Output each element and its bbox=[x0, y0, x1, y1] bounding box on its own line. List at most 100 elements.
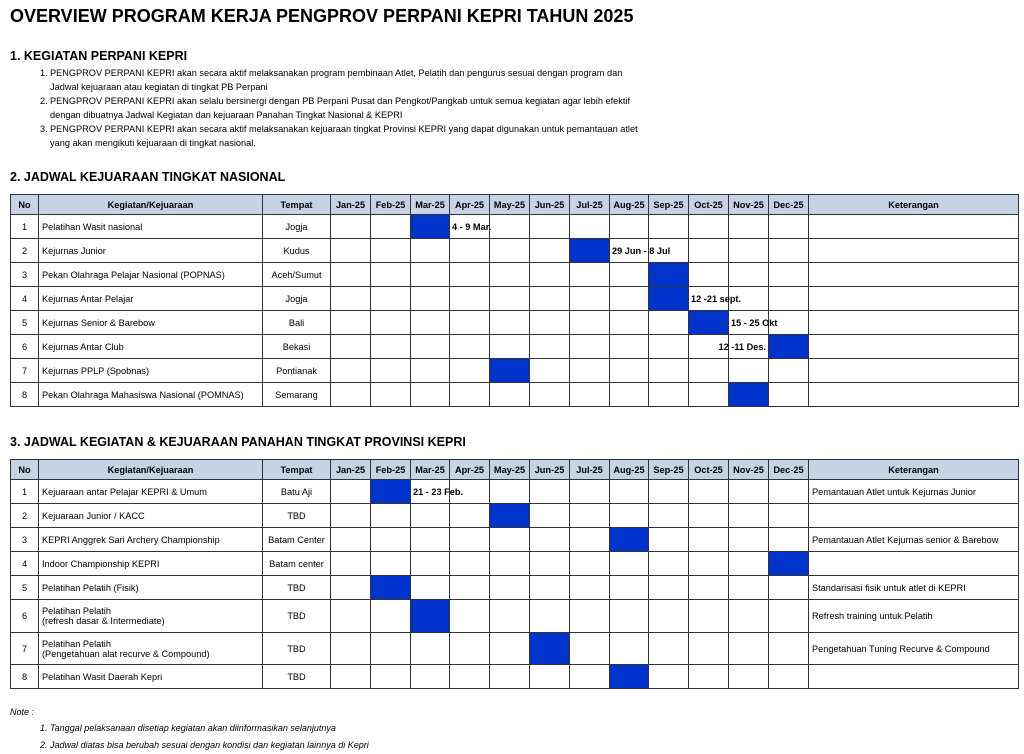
date-label: 12 -11 Des. bbox=[718, 341, 766, 352]
schedule-cell bbox=[370, 479, 411, 504]
month-cell bbox=[609, 599, 649, 633]
month-cell bbox=[330, 527, 371, 552]
month-cell bbox=[529, 310, 570, 335]
month-cell bbox=[648, 503, 689, 528]
month-cell bbox=[609, 262, 649, 287]
month-cell bbox=[768, 310, 809, 335]
list-item: PENGPROV PERPANI KEPRI akan secara aktif… bbox=[40, 122, 638, 148]
month-cell bbox=[648, 382, 689, 407]
month-cell bbox=[330, 551, 371, 576]
column-header: Feb-25 bbox=[370, 194, 411, 215]
activity: Kejurnas Antar Club bbox=[38, 334, 263, 359]
place: Pontianak bbox=[262, 358, 331, 383]
month-cell bbox=[370, 664, 411, 689]
row-number: 3 bbox=[10, 262, 39, 287]
row-number: 6 bbox=[10, 599, 39, 633]
month-cell bbox=[648, 334, 689, 359]
month-cell bbox=[370, 238, 411, 263]
month-cell bbox=[688, 262, 729, 287]
month-cell bbox=[688, 382, 729, 407]
month-cell bbox=[569, 527, 610, 552]
column-header: Tempat bbox=[262, 459, 331, 480]
schedule-cell bbox=[489, 358, 530, 383]
list-item: Tanggal pelaksanaan disetiap kegiatan ak… bbox=[40, 720, 336, 737]
month-cell bbox=[370, 334, 411, 359]
month-cell bbox=[449, 503, 490, 528]
row-number: 4 bbox=[10, 551, 39, 576]
month-cell bbox=[410, 382, 450, 407]
month-cell bbox=[569, 382, 610, 407]
month-cell bbox=[529, 382, 570, 407]
remark bbox=[808, 238, 1019, 263]
month-cell bbox=[609, 310, 649, 335]
month-cell bbox=[768, 527, 809, 552]
column-header: Mar-25 bbox=[410, 459, 450, 480]
month-cell bbox=[768, 664, 809, 689]
month-cell bbox=[529, 358, 570, 383]
month-cell bbox=[609, 479, 649, 504]
month-cell bbox=[449, 238, 490, 263]
month-cell bbox=[688, 503, 729, 528]
activity: KEPRI Anggrek Sari Archery Championship bbox=[38, 527, 263, 552]
row-number: 7 bbox=[10, 632, 39, 665]
table-row: 6 Pelatihan Pelatih (refresh dasar & Inte… bbox=[10, 599, 1019, 633]
month-cell bbox=[768, 479, 809, 504]
month-cell bbox=[330, 664, 371, 689]
schedule-cell bbox=[609, 527, 649, 552]
column-header: Tempat bbox=[262, 194, 331, 215]
column-header: Jul-25 bbox=[569, 459, 610, 480]
month-cell bbox=[410, 527, 450, 552]
month-cell bbox=[370, 527, 411, 552]
remark bbox=[808, 551, 1019, 576]
remark: Pengetahuan Tuning Recurve & Compound bbox=[808, 632, 1019, 665]
schedule-cell bbox=[370, 575, 411, 600]
remark bbox=[808, 262, 1019, 287]
place: TBD bbox=[262, 632, 331, 665]
month-cell bbox=[688, 214, 729, 239]
table-row: 8 Pelatihan Wasit Daerah Kepri TBD bbox=[10, 664, 1019, 689]
activity: Pelatihan Wasit Daerah Kepri bbox=[38, 664, 263, 689]
column-header: No bbox=[10, 459, 39, 480]
activity: Indoor Championship KEPRI bbox=[38, 551, 263, 576]
month-cell bbox=[330, 286, 371, 311]
month-cell bbox=[370, 358, 411, 383]
column-header: Dec-25 bbox=[768, 459, 809, 480]
month-cell bbox=[728, 358, 769, 383]
column-header: Aug-25 bbox=[609, 194, 649, 215]
schedule-cell bbox=[648, 286, 689, 311]
column-header: Keterangan bbox=[808, 459, 1019, 480]
schedule-cell bbox=[768, 551, 809, 576]
month-cell bbox=[569, 575, 610, 600]
activity: Pekan Olahraga Pelajar Nasional (POPNAS) bbox=[38, 262, 263, 287]
table-row: 7 Kejurnas PPLP (Spobnas) Pontianak bbox=[10, 358, 1019, 383]
month-cell bbox=[370, 262, 411, 287]
month-cell bbox=[529, 527, 570, 552]
month-cell bbox=[609, 214, 649, 239]
activity-list: PENGPROV PERPANI KEPRI akan secara aktif… bbox=[40, 66, 650, 150]
month-cell bbox=[330, 214, 371, 239]
activity: Pekan Olahraga Mahasiswa Nasional (POMNA… bbox=[38, 382, 263, 407]
month-cell bbox=[529, 575, 570, 600]
remark bbox=[808, 382, 1019, 407]
month-cell bbox=[728, 551, 769, 576]
section-heading: 1. KEGIATAN PERPANI KEPRI bbox=[10, 49, 188, 63]
place: Batam center bbox=[262, 551, 331, 576]
month-cell bbox=[489, 214, 530, 239]
remark: Refresh training untuk Pelatih bbox=[808, 599, 1019, 633]
month-cell bbox=[688, 632, 729, 665]
month-cell bbox=[648, 214, 689, 239]
table-row: 1 Pelatihan Wasit nasional Jogja 4 - 9 Mar. bbox=[10, 214, 1019, 239]
month-cell bbox=[449, 664, 490, 689]
month-cell bbox=[370, 310, 411, 335]
remark bbox=[808, 334, 1019, 359]
place: Kudus bbox=[262, 238, 331, 263]
month-cell bbox=[449, 575, 490, 600]
month-cell bbox=[688, 599, 729, 633]
table-row: 2 Kejuaraan Junior / KACC TBD bbox=[10, 503, 1019, 528]
month-cell: 12 -21 sept. bbox=[688, 286, 741, 311]
month-cell bbox=[728, 664, 769, 689]
table-row: 7 Pelatihan Pelatih (Pengetahuan alat rec… bbox=[10, 632, 1019, 665]
month-cell bbox=[569, 334, 610, 359]
month-cell bbox=[688, 575, 729, 600]
month-cell bbox=[370, 632, 411, 665]
